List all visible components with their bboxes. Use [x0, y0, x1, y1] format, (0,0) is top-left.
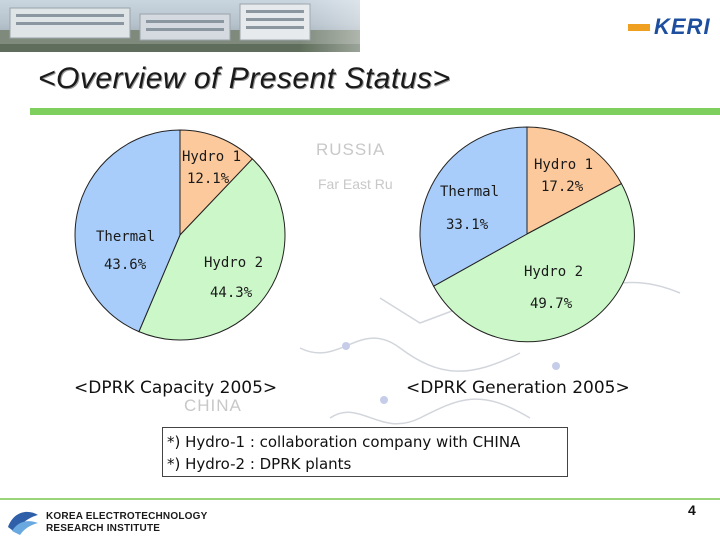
footer-institute-line2: RESEARCH INSTITUTE	[46, 523, 161, 534]
capacity-hydro-2-slice	[138, 158, 286, 341]
map-label-russia: RUSSIA	[316, 140, 386, 159]
generation-pie	[419, 126, 635, 343]
generation-thermal-name: Thermal	[440, 184, 500, 200]
generation-hydro-2-slice	[432, 182, 635, 343]
background-map: RUSSIA Far East Ru CHINA	[0, 118, 720, 478]
slide-title: <Overview of Present Status>	[38, 62, 451, 95]
generation-hydro-1-slice	[526, 126, 623, 235]
header-fade	[300, 0, 460, 56]
note-hydro1: *) Hydro-1 : collaboration company with …	[167, 433, 521, 451]
footer-rule	[0, 498, 720, 500]
generation-thermal-slice	[419, 126, 528, 287]
generation-hydro2-name: Hydro 2	[524, 264, 584, 280]
notes-box: *) Hydro-1 : collaboration company with …	[162, 427, 568, 477]
capacity-chart-title: <DPRK Capacity 2005>	[74, 378, 278, 398]
capacity-hydro2-value: 44.3%	[210, 285, 253, 301]
building-illustration	[0, 3, 360, 52]
capacity-thermal-slice	[74, 129, 181, 333]
keri-logo-bar	[628, 24, 650, 31]
capacity-pie	[74, 129, 286, 341]
generation-hydro1-name: Hydro 1	[534, 157, 594, 173]
capacity-thermal-value: 43.6%	[104, 257, 147, 273]
page-number: 4	[688, 502, 696, 518]
footer-institute-line1: KOREA ELECTROTECHNOLOGY	[46, 511, 208, 522]
generation-thermal-value: 33.1%	[446, 217, 489, 233]
keri-logo: KERI	[628, 14, 711, 42]
map-label-far-east: Far East Ru	[318, 176, 393, 192]
generation-hydro1-value: 17.2%	[541, 179, 584, 195]
title-rule	[30, 108, 720, 115]
note-hydro2: *) Hydro-2 : DPRK plants	[167, 455, 352, 473]
institute-mark-icon	[8, 511, 38, 535]
generation-hydro2-value: 49.7%	[530, 296, 573, 312]
keri-logo-text: KERI	[654, 14, 711, 39]
capacity-hydro1-value: 12.1%	[187, 171, 230, 187]
generation-chart-title: <DPRK Generation 2005>	[406, 378, 630, 398]
capacity-hydro-1-slice	[179, 129, 254, 237]
capacity-thermal-name: Thermal	[96, 229, 156, 245]
capacity-hydro1-name: Hydro 1	[182, 149, 242, 165]
footer-institute-logo: KOREA ELECTROTECHNOLOGY RESEARCH INSTITU…	[6, 507, 226, 537]
map-label-china: CHINA	[184, 396, 242, 415]
capacity-hydro2-name: Hydro 2	[204, 255, 264, 271]
